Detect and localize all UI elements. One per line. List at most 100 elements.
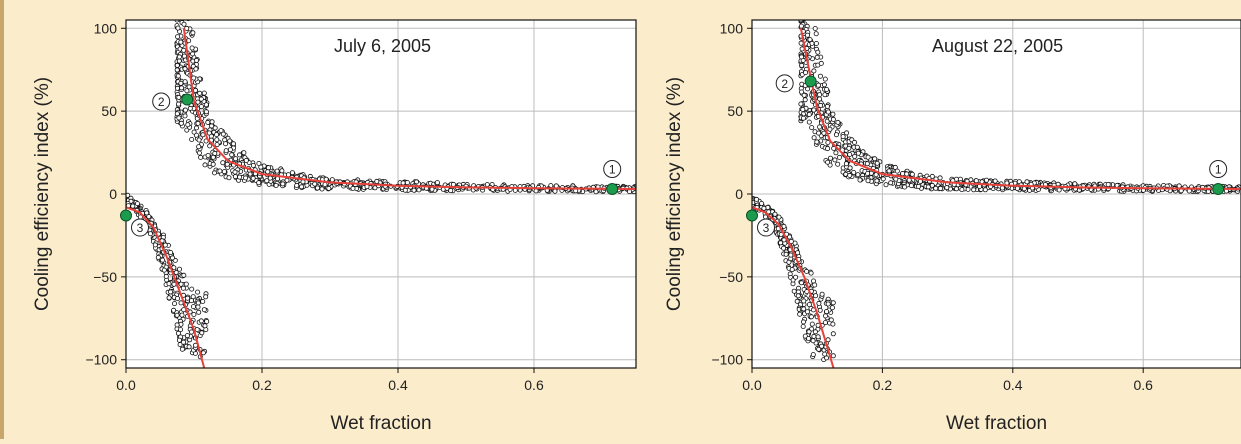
scatter-point <box>201 307 207 313</box>
scatter-point <box>855 172 861 178</box>
scatter-point <box>798 101 804 107</box>
scatter-point <box>188 329 194 335</box>
scatter-point <box>314 185 320 191</box>
scatter-point <box>448 188 454 194</box>
scatter-point <box>828 155 834 161</box>
scatter-point <box>205 119 211 125</box>
scatter-point <box>824 103 830 109</box>
scatter-point <box>214 142 220 148</box>
scatter-point <box>846 145 852 151</box>
scatter-point <box>815 82 821 88</box>
scatter-point <box>322 181 328 187</box>
scatter-point <box>809 4 813 8</box>
scatter-point <box>186 84 192 90</box>
scatter-point <box>944 185 950 191</box>
scatter-point <box>176 1 180 5</box>
scatter-point <box>1056 187 1062 193</box>
scatter-point <box>857 177 863 183</box>
scatter-point <box>264 178 270 184</box>
scatter-point <box>965 186 971 192</box>
scatter-point <box>180 339 186 345</box>
scatter-point <box>179 312 185 318</box>
scatter-point <box>214 137 220 143</box>
scatter-point <box>265 169 271 175</box>
scatter-point <box>971 187 977 193</box>
scatter-point <box>883 182 889 188</box>
scatter-point <box>220 160 226 166</box>
x-tick-label: 0.2 <box>252 377 272 393</box>
chart-panel-august: 0.0 0.2 0.4 0.6 −100 −50 0 50 100 Wet fraction Coo… <box>664 0 1241 434</box>
scatter-point <box>813 293 819 299</box>
scatter-point <box>195 120 201 126</box>
scatter-point <box>804 309 810 315</box>
scatter-point <box>808 3 812 7</box>
scatter-point <box>326 185 332 191</box>
scatter-point <box>798 23 804 29</box>
scatter-point <box>218 128 224 134</box>
scatter-point <box>146 214 152 220</box>
scatter-point <box>223 141 229 147</box>
scatter-point <box>176 11 180 15</box>
scatter-point <box>155 254 161 260</box>
scatter-point <box>830 111 836 117</box>
scatter-point <box>815 49 821 55</box>
marker-circle-2 <box>152 92 171 111</box>
scatter-point <box>178 321 184 327</box>
fit-curve-lower <box>126 206 206 368</box>
scatter-point <box>191 129 197 135</box>
scatter-point <box>851 169 857 175</box>
scatter-point <box>176 0 180 2</box>
scatter-point <box>176 0 180 4</box>
scatter-point <box>175 4 179 8</box>
scatter-point <box>806 335 812 341</box>
scatter-point <box>812 282 818 288</box>
y-tick-label: −50 <box>719 269 743 285</box>
scatter-point <box>374 178 380 184</box>
scatter-point <box>765 204 771 210</box>
scatter-point <box>450 181 456 187</box>
scatter-point <box>186 4 190 8</box>
scatter-point <box>229 152 235 158</box>
y-tick-label: −100 <box>85 352 117 368</box>
scatter-point <box>178 120 184 126</box>
scatter-point <box>177 342 183 348</box>
scatter-point <box>175 2 179 6</box>
scatter-point <box>892 164 898 170</box>
scatter-point <box>166 281 172 287</box>
scatter-point <box>817 92 823 98</box>
scatter-point <box>144 210 150 216</box>
scatter-point <box>198 104 204 110</box>
scatter-point <box>837 154 843 160</box>
scatter-point <box>176 115 182 121</box>
scatter-point <box>181 53 187 59</box>
scatter-point <box>833 150 839 156</box>
scatter-point <box>203 294 209 300</box>
scatter-point <box>221 169 227 175</box>
scatter-point <box>825 146 831 152</box>
scatter-point <box>171 301 177 307</box>
scatter-point <box>840 134 846 140</box>
scatter-point <box>954 186 960 192</box>
scatter-point <box>184 333 190 339</box>
scatter-point <box>811 278 817 284</box>
scatter-point <box>312 181 318 187</box>
scatter-point <box>178 327 184 333</box>
scatter-point <box>198 154 204 160</box>
scatter-point <box>847 172 853 178</box>
scatter-point <box>959 187 965 193</box>
scatter-point <box>816 300 822 306</box>
scatter-point <box>811 135 817 141</box>
scatter-point <box>804 11 808 15</box>
scatter-point <box>933 185 939 191</box>
scatter-point <box>1105 181 1111 187</box>
scatter-point <box>175 0 179 2</box>
scatter-point <box>552 188 558 194</box>
scatter-point <box>973 178 979 184</box>
scatter-point <box>825 109 831 115</box>
scatter-point <box>800 0 804 2</box>
scatter-point <box>195 304 201 310</box>
scatter-point <box>807 37 813 43</box>
scatter-point <box>835 119 841 125</box>
scatter-point <box>800 107 806 113</box>
highlight-point-1 <box>1212 183 1225 196</box>
